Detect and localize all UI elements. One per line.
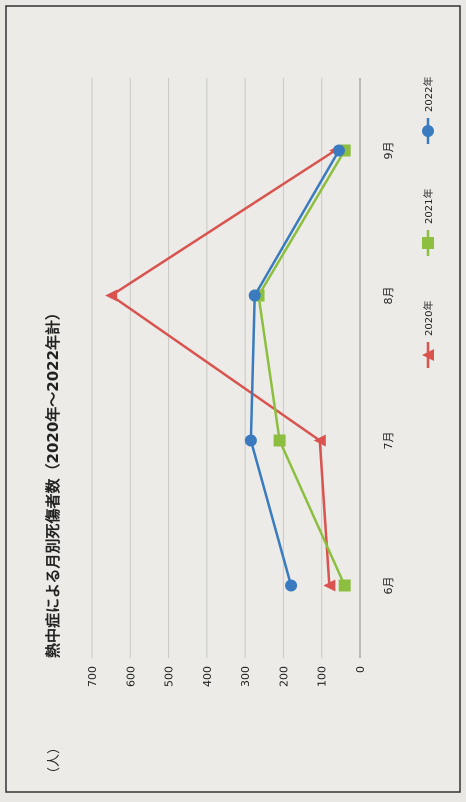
legend-label: 2020年 [422, 301, 435, 336]
legend: 2020年 2021年 2022年 [422, 77, 435, 368]
legend-label: 2021年 [422, 189, 435, 224]
y-tick-label: 700 [86, 666, 99, 687]
data-point-marker [273, 434, 286, 447]
chart-title: 熱中症による月別死傷者数（2020年〜2022年計） [44, 305, 62, 658]
series-layer [105, 144, 351, 592]
series-line [109, 149, 336, 586]
data-point-marker [285, 579, 298, 592]
series-3 [244, 144, 345, 592]
legend-item: 2021年 [422, 189, 435, 256]
chart-border [5, 5, 461, 793]
y-tick-label: 500 [163, 666, 176, 687]
y-axis-unit-label: （人） [47, 741, 62, 780]
data-point-marker [313, 434, 326, 447]
series-line [249, 149, 341, 586]
data-point-marker [422, 237, 434, 249]
y-tick-label: 400 [201, 666, 214, 687]
data-point-marker [323, 579, 336, 592]
data-point-marker [248, 289, 261, 302]
y-tick-label: 200 [277, 666, 290, 687]
y-axis: 0 100 200 300 400 500 600 700 [86, 666, 367, 687]
legend-item: 2022年 [422, 77, 435, 144]
data-point-marker [422, 349, 434, 361]
x-tick-label: 7月 [382, 432, 395, 450]
data-point-marker [244, 434, 257, 447]
legend-item: 2020年 [422, 301, 435, 368]
data-point-marker [338, 579, 351, 592]
legend-label: 2022年 [422, 77, 435, 112]
y-tick-label: 100 [316, 666, 329, 687]
y-tick-label: 600 [124, 666, 137, 687]
x-axis: 6月 7月 8月 9月 [382, 142, 395, 595]
x-tick-label: 9月 [382, 142, 395, 160]
y-tick-label: 300 [239, 666, 252, 687]
data-point-marker [422, 125, 434, 137]
x-tick-label: 6月 [382, 577, 395, 595]
x-tick-label: 8月 [382, 287, 395, 305]
y-tick-label: 0 [354, 666, 367, 673]
series-line [257, 149, 346, 587]
data-point-marker [332, 144, 345, 157]
data-point-marker [105, 289, 118, 302]
